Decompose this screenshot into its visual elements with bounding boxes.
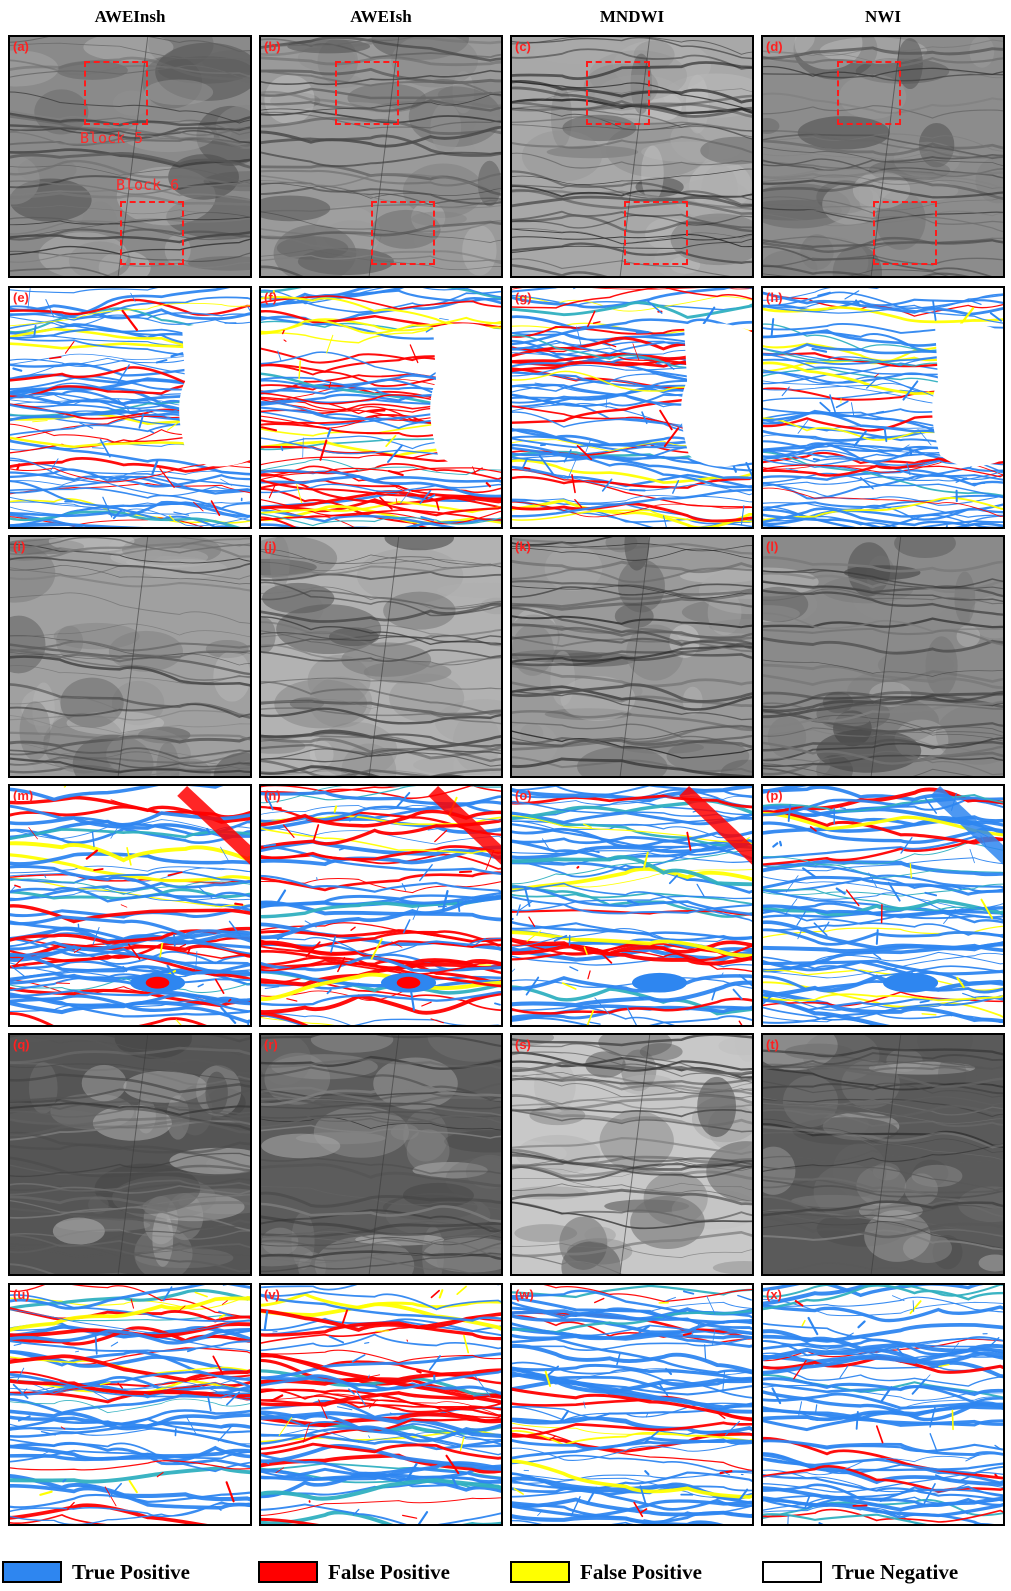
- legend: True Positive False Positive False Posit…: [0, 1555, 1011, 1589]
- satellite-image: [10, 37, 250, 276]
- satellite-image: [261, 37, 501, 276]
- panel-letter: (r): [264, 1037, 278, 1052]
- panel-letter: (p): [766, 788, 783, 803]
- block-6-label: Block 6: [116, 176, 180, 194]
- block-5-label: Block 5: [80, 129, 144, 147]
- classification-map: [512, 1285, 752, 1524]
- panel-a: (a) Block 5 Block 6: [8, 35, 252, 278]
- panel-letter: (a): [13, 39, 29, 54]
- panel-q: (q): [8, 1033, 252, 1276]
- panel-letter: (u): [13, 1287, 30, 1302]
- panel-letter: (c): [515, 39, 531, 54]
- panel-letter: (s): [515, 1037, 531, 1052]
- panel-i: (i): [8, 535, 252, 778]
- panel-letter: (h): [766, 290, 783, 305]
- panel-letter: (b): [264, 39, 281, 54]
- panel-j: (j): [259, 535, 503, 778]
- classification-map: [10, 1285, 250, 1524]
- panel-t: (t): [761, 1033, 1005, 1276]
- panel-w: (w): [510, 1283, 754, 1526]
- panel-letter: (j): [264, 539, 277, 554]
- panel-d: (d): [761, 35, 1005, 278]
- classification-map: [763, 1285, 1003, 1524]
- panel-letter: (k): [515, 539, 531, 554]
- column-header-aweinsh: AWEInsh: [94, 7, 166, 26]
- classification-map: [512, 786, 752, 1025]
- panel-r: (r): [259, 1033, 503, 1276]
- classification-map: [261, 288, 501, 527]
- satellite-image: [512, 37, 752, 276]
- legend-label: False Positive: [328, 1560, 450, 1584]
- panel-letter: (l): [766, 539, 779, 554]
- panel-m: (m): [8, 784, 252, 1027]
- panel-letter: (t): [766, 1037, 779, 1052]
- roi-block-5: [586, 61, 650, 125]
- roi-block-6: [624, 201, 688, 265]
- column-header-nwi: NWI: [865, 7, 901, 26]
- classification-map: [261, 786, 501, 1025]
- panel-letter: (q): [13, 1037, 30, 1052]
- panel-letter: (w): [515, 1287, 534, 1302]
- panel-letter: (e): [13, 290, 29, 305]
- panel-letter: (g): [515, 290, 532, 305]
- panel-letter: (i): [13, 539, 26, 554]
- panel-letter: (v): [264, 1287, 280, 1302]
- panel-n: (n): [259, 784, 503, 1027]
- roi-block-6: [120, 201, 184, 265]
- classification-map: [763, 786, 1003, 1025]
- legend-swatch-yellow: [510, 1561, 570, 1583]
- panel-letter: (d): [766, 39, 783, 54]
- legend-swatch-blue: [2, 1561, 62, 1583]
- panel-u: (u): [8, 1283, 252, 1526]
- roi-block-5: [84, 61, 148, 125]
- satellite-image: [10, 1035, 250, 1274]
- roi-block-6: [371, 201, 435, 265]
- column-header-aweish: AWEIsh: [350, 7, 412, 26]
- panel-x: (x): [761, 1283, 1005, 1526]
- satellite-image: [763, 537, 1003, 776]
- classification-map: [10, 288, 250, 527]
- roi-block-5: [837, 61, 901, 125]
- panel-k: (k): [510, 535, 754, 778]
- panel-o: (o): [510, 784, 754, 1027]
- panel-g: (g): [510, 286, 754, 529]
- roi-block-6: [873, 201, 937, 265]
- satellite-image: [512, 1035, 752, 1274]
- panel-c: (c): [510, 35, 754, 278]
- satellite-image: [763, 37, 1003, 276]
- satellite-image: [512, 537, 752, 776]
- classification-map: [10, 786, 250, 1025]
- satellite-image: [261, 1035, 501, 1274]
- classification-map: [261, 1285, 501, 1524]
- panel-letter: (o): [515, 788, 532, 803]
- classification-map: [512, 288, 752, 527]
- column-header-mndwi: MNDWI: [599, 7, 665, 26]
- panel-s: (s): [510, 1033, 754, 1276]
- panel-v: (v): [259, 1283, 503, 1526]
- panel-e: (e): [8, 286, 252, 529]
- panel-letter: (x): [766, 1287, 782, 1302]
- panel-letter: (n): [264, 788, 281, 803]
- panel-f: (f): [259, 286, 503, 529]
- legend-label: True Positive: [72, 1560, 191, 1584]
- panel-letter: (f): [264, 290, 277, 305]
- legend-label: False Positive: [580, 1560, 702, 1584]
- panel-b: (b): [259, 35, 503, 278]
- panel-letter: (m): [13, 788, 34, 803]
- panel-l: (l): [761, 535, 1005, 778]
- legend-swatch-red: [258, 1561, 318, 1583]
- legend-label: True Negative: [832, 1560, 959, 1584]
- satellite-image: [763, 1035, 1003, 1274]
- panel-h: (h): [761, 286, 1005, 529]
- satellite-image: [261, 537, 501, 776]
- legend-swatch-white: [762, 1561, 822, 1583]
- classification-map: [763, 288, 1003, 527]
- panel-p: (p): [761, 784, 1005, 1027]
- roi-block-5: [335, 61, 399, 125]
- satellite-image: [10, 537, 250, 776]
